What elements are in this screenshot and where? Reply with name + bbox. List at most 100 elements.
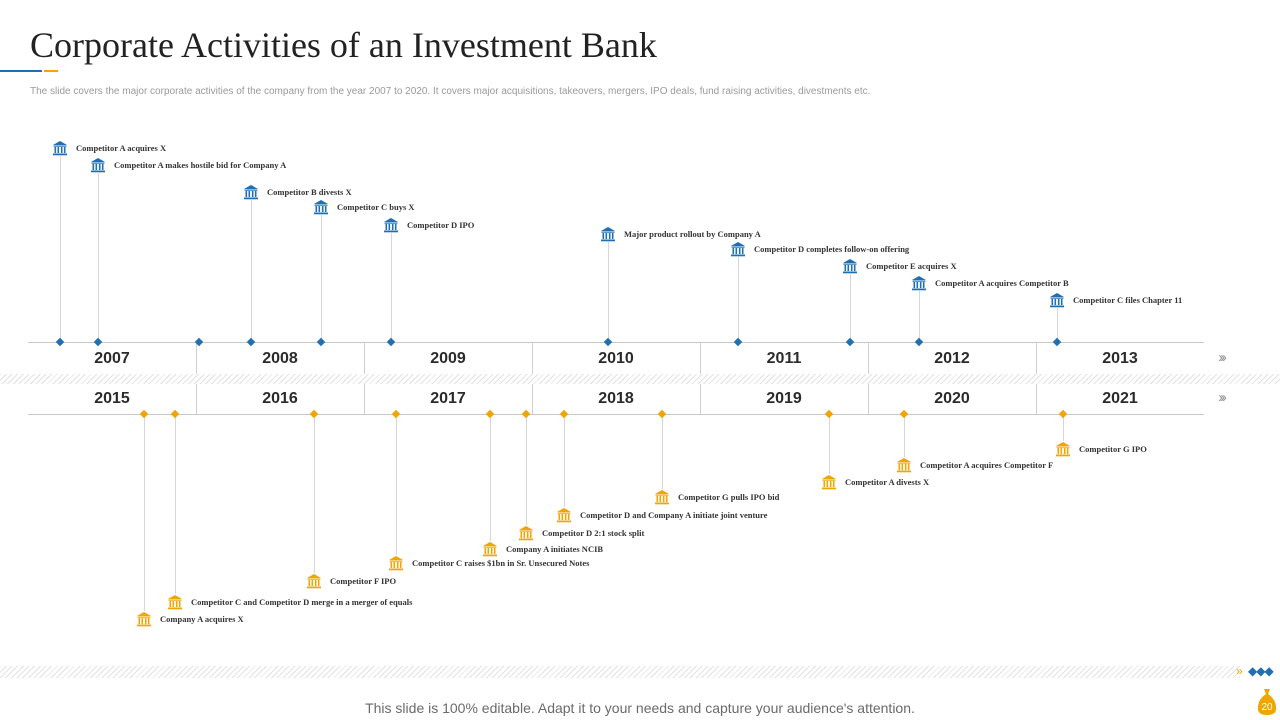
- connector-line: [829, 414, 830, 474]
- event-label: Major product rollout by Company A: [624, 229, 761, 239]
- connector-line: [526, 414, 527, 525]
- connector-line: [321, 215, 322, 342]
- connector-line: [396, 414, 397, 555]
- bank-icon: [383, 217, 399, 233]
- connector-line: [60, 156, 61, 342]
- year-label: 2016: [262, 390, 298, 407]
- timeline-marker: [733, 337, 743, 347]
- connector-line: [1057, 308, 1058, 342]
- bank-icon: [482, 541, 498, 557]
- year-label: 2019: [766, 390, 802, 407]
- event-label: Competitor G IPO: [1079, 444, 1147, 454]
- event-label: Competitor C files Chapter 11: [1073, 295, 1183, 305]
- year-label: 2007: [94, 350, 130, 367]
- slide-subtitle: The slide covers the major corporate act…: [30, 86, 871, 97]
- title-accent-orange: [44, 70, 58, 72]
- connector-line: [251, 200, 252, 342]
- timeline-marker: [603, 337, 613, 347]
- chevrons-right-icon: ›››: [1218, 389, 1227, 406]
- footer-hatch-bar: [0, 666, 1240, 678]
- bank-icon: [52, 140, 68, 156]
- timeline-marker: [139, 409, 149, 419]
- event-label: Competitor G pulls IPO bid: [678, 492, 780, 502]
- timeline-marker: [1052, 337, 1062, 347]
- bank-icon: [911, 275, 927, 291]
- year-label: 2011: [766, 350, 802, 367]
- chevron-right-icon: »: [1236, 664, 1243, 678]
- event-label: Competitor C raises $1bn in Sr. Unsecure…: [412, 558, 590, 568]
- connector-line: [98, 173, 99, 342]
- event-label: Competitor A acquires X: [76, 143, 167, 153]
- year-label: 2021: [1102, 390, 1138, 407]
- timeline-marker: [559, 409, 569, 419]
- bank-icon: [518, 525, 534, 541]
- timeline-marker: [246, 337, 256, 347]
- bank-icon: [842, 258, 858, 274]
- year-label: 2013: [1102, 350, 1138, 367]
- timeline-marker: [391, 409, 401, 419]
- timeline-marker: [899, 409, 909, 419]
- connector-line: [490, 414, 491, 541]
- bank-icon: [136, 611, 152, 627]
- event-label: Competitor B divests X: [267, 187, 352, 197]
- event-label: Competitor A makes hostile bid for Compa…: [114, 160, 287, 170]
- year-label: 2015: [94, 390, 130, 407]
- connector-line: [314, 414, 315, 573]
- year-label: 2017: [430, 390, 466, 407]
- event-label: Competitor A acquires Competitor B: [935, 278, 1069, 288]
- connector-line: [850, 274, 851, 342]
- connector-line: [738, 257, 739, 342]
- chevrons-right-icon: ›››: [1218, 349, 1227, 366]
- timeline-marker: [170, 409, 180, 419]
- timeline-marker: [485, 409, 495, 419]
- timeline-marker: [914, 337, 924, 347]
- timeline-marker: [657, 409, 667, 419]
- event-label: Competitor D 2:1 stock split: [542, 528, 645, 538]
- event-label: Competitor C buys X: [337, 202, 415, 212]
- event-label: Competitor A divests X: [845, 477, 930, 487]
- year-label: 2008: [262, 350, 298, 367]
- year-label: 2009: [430, 350, 466, 367]
- timeline-marker: [1058, 409, 1068, 419]
- bank-icon: [896, 457, 912, 473]
- timeline-divider: [0, 374, 1280, 384]
- money-bag-icon: [1257, 689, 1277, 715]
- connector-line: [608, 242, 609, 342]
- year-label: 2018: [598, 390, 634, 407]
- bank-icon: [167, 594, 183, 610]
- event-label: Competitor D completes follow-on offerin…: [754, 244, 910, 254]
- bank-icon: [306, 573, 322, 589]
- timeline-marker: [316, 337, 326, 347]
- connector-line: [175, 414, 176, 594]
- page-number: 20: [1261, 702, 1273, 713]
- slide-title: Corporate Activities of an Investment Ba…: [30, 25, 657, 65]
- bottom-axis-line: [28, 414, 1204, 415]
- event-label: Competitor A acquires Competitor F: [920, 460, 1054, 470]
- timeline-marker: [309, 409, 319, 419]
- bank-icon: [388, 555, 404, 571]
- timeline-marker: [845, 337, 855, 347]
- timeline-marker: [521, 409, 531, 419]
- event-label: Company A acquires X: [160, 614, 244, 624]
- bank-icon: [243, 184, 259, 200]
- footer-note: This slide is 100% editable. Adapt it to…: [365, 700, 915, 716]
- top-axis-line: [28, 342, 1204, 343]
- event-label: Competitor C and Competitor D merge in a…: [191, 597, 413, 607]
- event-label: Competitor D and Company A initiate join…: [580, 510, 768, 520]
- connector-line: [391, 233, 392, 342]
- bank-icon: [556, 507, 572, 523]
- year-label: 2020: [934, 390, 970, 407]
- bank-icon: [654, 489, 670, 505]
- diamonds-icon: ◆◆◆: [1248, 664, 1274, 678]
- timeline-marker: [824, 409, 834, 419]
- connector-line: [564, 414, 565, 507]
- event-label: Competitor E acquires X: [866, 261, 957, 271]
- timeline-marker: [386, 337, 396, 347]
- bank-icon: [1055, 441, 1071, 457]
- bank-icon: [313, 199, 329, 215]
- connector-line: [1063, 414, 1064, 441]
- bank-icon: [90, 157, 106, 173]
- bank-icon: [600, 226, 616, 242]
- year-label: 2012: [934, 350, 970, 367]
- year-label: 2010: [598, 350, 634, 367]
